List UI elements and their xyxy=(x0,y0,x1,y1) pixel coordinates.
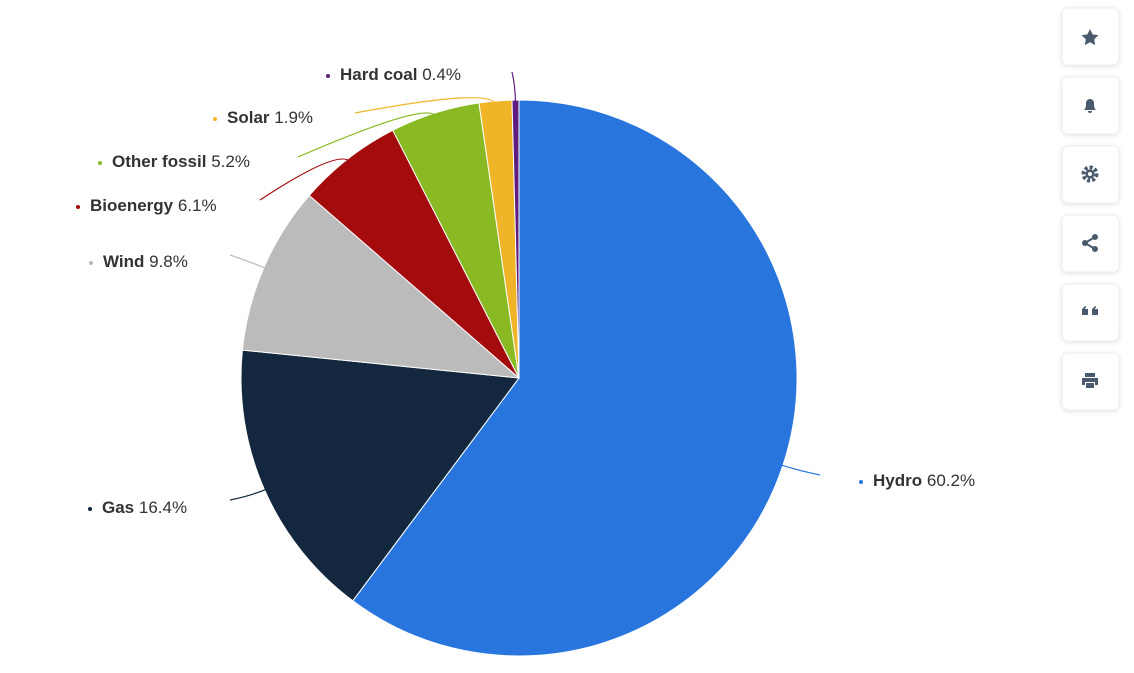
category-name: Gas xyxy=(102,498,134,517)
data-label: Wind 9.8% xyxy=(103,252,188,271)
value-label: 6.1% xyxy=(178,196,217,215)
connector xyxy=(259,158,351,201)
share-button[interactable] xyxy=(1061,214,1120,273)
value-label: 9.8% xyxy=(149,252,188,271)
bell-icon xyxy=(1084,99,1096,113)
connector xyxy=(229,254,268,270)
legend-bullet xyxy=(859,480,863,484)
legend-bullet xyxy=(213,117,217,121)
toolbar xyxy=(1061,7,1120,411)
connector xyxy=(297,112,437,158)
value-label: 5.2% xyxy=(211,152,250,171)
share-icon xyxy=(1082,234,1098,252)
legend-bullet xyxy=(326,74,330,78)
connector xyxy=(229,487,269,501)
connector xyxy=(778,463,821,476)
category-name: Bioenergy xyxy=(90,196,174,215)
star-icon xyxy=(1081,29,1099,46)
category-name: Solar xyxy=(227,108,270,127)
value-label: 0.4% xyxy=(422,65,461,84)
data-label: Bioenergy 6.1% xyxy=(90,196,217,215)
connector xyxy=(511,71,517,105)
category-name: Other fossil xyxy=(112,152,206,171)
legend-bullet xyxy=(98,161,102,165)
data-label: Solar 1.9% xyxy=(227,108,313,127)
value-label: 60.2% xyxy=(927,471,975,490)
legend-bullet xyxy=(89,261,93,265)
quote-icon xyxy=(1082,306,1098,315)
value-label: 1.9% xyxy=(274,108,313,127)
value-label: 16.4% xyxy=(139,498,187,517)
pie: Hydro 60.2% Gas 16.4% Wind 9.8% Bioenergy 6… xyxy=(76,65,975,657)
gear-hole xyxy=(1088,172,1092,176)
legend-bullet xyxy=(76,205,80,209)
category-name: Wind xyxy=(103,252,144,271)
data-label: Other fossil 5.2% xyxy=(112,152,250,171)
data-label: Hydro 60.2% xyxy=(873,471,975,490)
cite-button[interactable] xyxy=(1061,283,1120,342)
category-name: Hydro xyxy=(873,471,922,490)
data-label: Hard coal 0.4% xyxy=(340,65,461,84)
connector xyxy=(354,97,497,114)
print-icon xyxy=(1082,373,1098,388)
gear-icon xyxy=(1081,165,1099,183)
legend-bullet xyxy=(88,507,92,511)
category-name: Hard coal xyxy=(340,65,417,84)
data-label: Gas 16.4% xyxy=(102,498,187,517)
